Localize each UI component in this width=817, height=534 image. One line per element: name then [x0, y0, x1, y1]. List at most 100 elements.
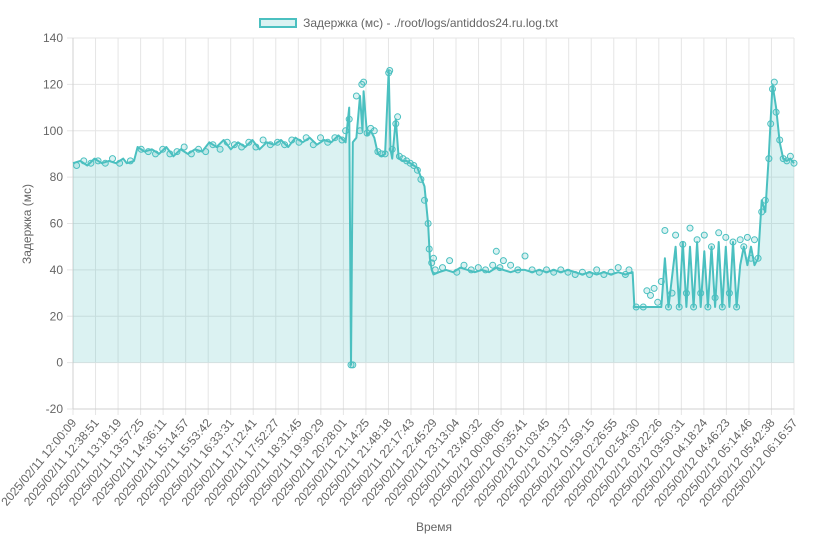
data-point [578, 268, 586, 276]
data-point [571, 271, 579, 278]
data-point [769, 85, 776, 93]
data-point [363, 129, 371, 137]
data-point [352, 92, 360, 100]
data-point [625, 266, 633, 274]
data-point [697, 289, 705, 297]
data-point [109, 155, 116, 163]
series-line [72, 69, 795, 366]
legend-swatch [259, 18, 298, 28]
data-point [403, 157, 411, 165]
data-point [779, 155, 787, 163]
data-point [675, 303, 683, 311]
data-point [672, 231, 680, 239]
data-point [632, 303, 640, 311]
data-point [259, 136, 267, 144]
y-axis: -20 0 20 40 60 80 100 120 140 [43, 31, 63, 416]
data-point [392, 120, 400, 128]
data-point [417, 175, 425, 183]
data-point [80, 157, 88, 165]
data-point [751, 236, 758, 244]
data-point [474, 264, 482, 272]
data-point [557, 266, 565, 274]
data-point [288, 136, 296, 144]
data-point [770, 78, 778, 86]
data-point [499, 257, 507, 265]
data-point [535, 268, 543, 276]
data-point [460, 261, 468, 269]
data-point [747, 254, 755, 262]
y-tick-label: 20 [50, 309, 64, 323]
data-point [690, 303, 698, 311]
y-tick-label: 80 [50, 170, 64, 184]
data-point [421, 196, 428, 204]
data-point [274, 138, 281, 146]
data-point [180, 143, 188, 151]
data-point [725, 289, 733, 297]
data-point [302, 134, 310, 142]
data-point [252, 143, 260, 151]
data-point [374, 148, 382, 156]
data-point [507, 261, 515, 269]
data-point [360, 78, 368, 86]
y-tick-label: 120 [43, 77, 63, 91]
data-point [550, 268, 558, 276]
data-point [216, 145, 224, 153]
data-point [394, 113, 402, 121]
y-tick-label: 40 [50, 263, 64, 277]
data-point [381, 150, 389, 158]
data-point [492, 247, 500, 255]
data-point [593, 266, 601, 274]
data-point [668, 289, 676, 297]
legend[interactable]: Задержка (мс) - ./root/logs/antiddos24.r… [0, 14, 817, 32]
data-point [406, 159, 414, 167]
data-point [356, 127, 364, 135]
data-point [367, 124, 375, 132]
data-point [722, 233, 730, 241]
data-point [647, 291, 654, 299]
data-point [425, 245, 433, 253]
data-point [743, 233, 751, 241]
data-point [514, 266, 522, 274]
plot-area[interactable] [72, 67, 798, 369]
data-point [87, 159, 95, 167]
data-point [453, 268, 461, 276]
data-point [564, 268, 572, 276]
data-point [621, 271, 629, 278]
data-point [650, 284, 658, 292]
data-point [754, 254, 762, 262]
data-point [349, 361, 357, 369]
data-point [679, 240, 687, 248]
data-point [399, 155, 407, 163]
data-point [209, 141, 217, 149]
data-point [665, 303, 672, 311]
data-point [482, 266, 489, 274]
y-tick-label: 140 [43, 31, 63, 45]
data-point [758, 208, 766, 216]
data-point [614, 264, 622, 272]
data-point [223, 138, 231, 146]
data-point [521, 252, 529, 260]
data-point [767, 120, 775, 128]
data-point [94, 157, 102, 165]
data-point [309, 141, 317, 149]
data-point [761, 196, 769, 204]
data-point [772, 108, 780, 116]
data-point [708, 243, 715, 251]
data-point [430, 254, 437, 262]
y-tick-label: 100 [43, 124, 63, 138]
y-tick-label: -20 [46, 402, 64, 416]
data-point [686, 224, 694, 232]
data-point [281, 141, 289, 149]
data-point [711, 294, 719, 302]
data-point [736, 236, 744, 244]
data-point [342, 127, 350, 135]
data-point [776, 136, 784, 144]
data-point [790, 159, 798, 167]
legend-label: Задержка (мс) - ./root/logs/antiddos24.r… [303, 16, 558, 30]
data-point [783, 157, 791, 165]
data-point [643, 287, 651, 295]
data-point [317, 134, 324, 142]
data-point [230, 141, 238, 149]
data-point [245, 138, 253, 146]
